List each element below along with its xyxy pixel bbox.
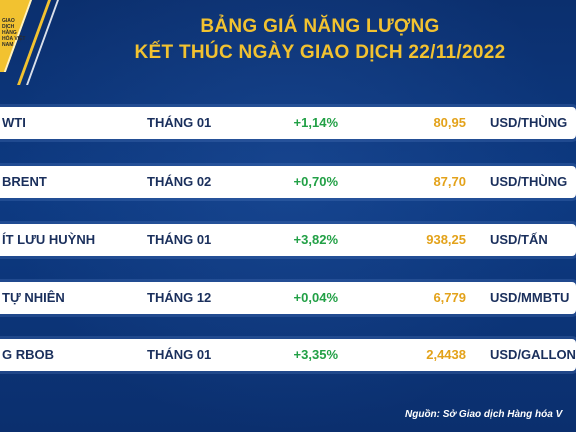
price-value: 938,25 xyxy=(426,232,466,247)
price-value: 6,779 xyxy=(433,290,466,305)
contract-month: THÁNG 01 xyxy=(147,347,212,362)
logo: GIAO DỊCH HÀNG HÓA VIỆT NAM xyxy=(0,0,80,85)
price-change: +3,35% xyxy=(293,347,338,362)
table-row: G RBOB THÁNG 01 +3,35% 2,4438 USD/GALLON xyxy=(0,339,576,371)
page-title: BẢNG GIÁ NĂNG LƯỢNG xyxy=(200,16,440,37)
logo-text: GIAO DỊCH HÀNG HÓA VIỆT NAM xyxy=(2,18,26,48)
page-subtitle: KẾT THÚC NGÀY GIAO DỊCH 22/11/2022 xyxy=(134,42,506,63)
price-unit: USD/THÙNG xyxy=(490,115,568,130)
price-change: +1,14% xyxy=(293,115,338,130)
commodity-name: TỰ NHIÊN xyxy=(2,290,65,305)
price-value: 80,95 xyxy=(433,115,466,130)
price-unit: USD/MMBTU xyxy=(490,290,570,305)
contract-month: THÁNG 01 xyxy=(147,232,212,247)
price-unit: USD/TẤN xyxy=(490,232,548,247)
price-value: 87,70 xyxy=(433,174,466,189)
commodity-name: BRENT xyxy=(2,174,47,189)
table-row: ÍT LƯU HUỲNH THÁNG 01 +3,82% 938,25 USD/… xyxy=(0,224,576,256)
table-row: TỰ NHIÊN THÁNG 12 +0,04% 6,779 USD/MMBTU xyxy=(0,282,576,314)
commodity-name: G RBOB xyxy=(2,347,54,362)
contract-month: THÁNG 12 xyxy=(147,290,212,305)
commodity-name: ÍT LƯU HUỲNH xyxy=(2,232,96,247)
price-change: +0,70% xyxy=(293,174,338,189)
contract-month: THÁNG 01 xyxy=(147,115,212,130)
source-note: Nguồn: Sở Giao dịch Hàng hóa V xyxy=(405,409,563,420)
price-change: +3,82% xyxy=(293,232,338,247)
price-change: +0,04% xyxy=(293,290,338,305)
table-row: WTI THÁNG 01 +1,14% 80,95 USD/THÙNG xyxy=(0,107,576,139)
table-row: BRENT THÁNG 02 +0,70% 87,70 USD/THÙNG xyxy=(0,166,576,198)
price-value: 2,4438 xyxy=(426,347,466,362)
price-unit: USD/GALLON xyxy=(490,347,576,362)
price-unit: USD/THÙNG xyxy=(490,174,568,189)
commodity-name: WTI xyxy=(2,115,26,130)
contract-month: THÁNG 02 xyxy=(147,174,212,189)
